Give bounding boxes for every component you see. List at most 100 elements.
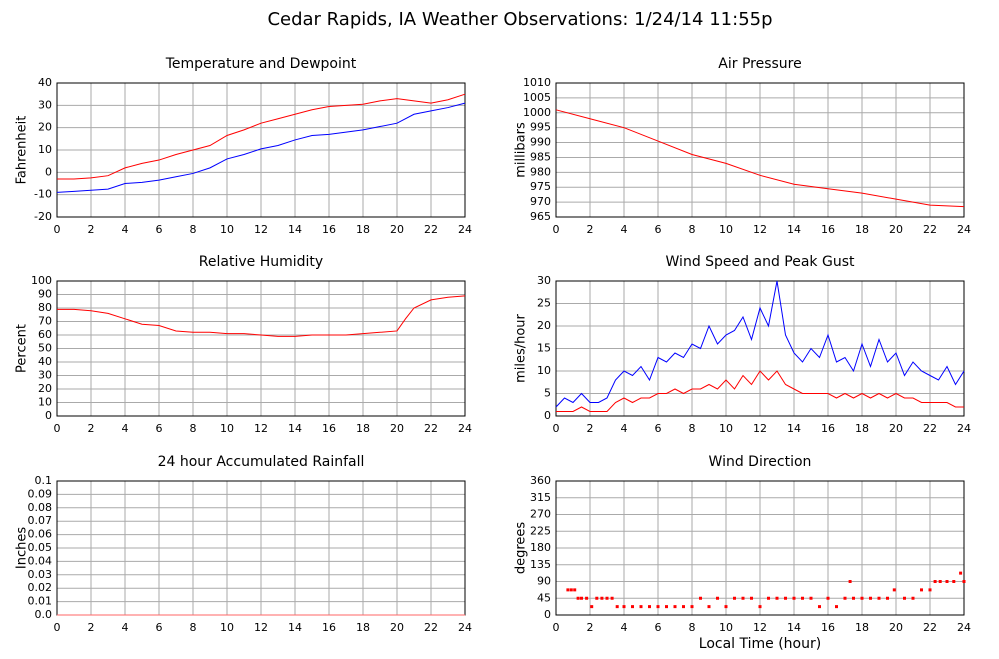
y-tick-label: 90 (38, 288, 52, 301)
y-tick-label: 20 (537, 319, 551, 332)
x-tick-label: 16 (821, 223, 835, 236)
x-tick-label: 2 (587, 422, 594, 435)
y-tick-label: 315 (530, 491, 551, 504)
y-tick-label: 0.05 (28, 541, 53, 554)
data-point (758, 605, 762, 609)
data-point (585, 596, 589, 600)
data-point (826, 596, 830, 600)
x-tick-label: 12 (254, 621, 268, 634)
y-tick-label: 40 (38, 76, 52, 89)
x-tick-label: 8 (689, 223, 696, 236)
y-tick-label: 50 (38, 342, 52, 355)
y-axis-label: Fahrenheit (15, 116, 30, 185)
data-point (576, 596, 580, 600)
y-tick-label: 70 (38, 315, 52, 328)
x-tick-label: 0 (553, 422, 560, 435)
x-tick-label: 8 (689, 422, 696, 435)
x-tick-label: 10 (220, 621, 234, 634)
y-tick-label: 0 (544, 409, 551, 422)
data-point (750, 596, 753, 600)
x-tick-label: 22 (424, 422, 438, 435)
x-tick-label: 12 (254, 223, 268, 236)
x-tick-label: 24 (458, 422, 472, 435)
data-point (610, 596, 614, 600)
data-point (848, 580, 852, 583)
x-tick-label: 4 (621, 422, 628, 435)
data-point (665, 605, 668, 609)
y-tick-label: -20 (34, 210, 52, 223)
data-point (784, 596, 787, 600)
x-tick-label: 14 (787, 223, 801, 236)
y-axis-label: Percent (15, 324, 30, 373)
x-tick-label: 16 (322, 621, 336, 634)
y-tick-label: 990 (530, 136, 551, 149)
x-tick-label: 14 (787, 621, 801, 634)
plot-frame (555, 280, 965, 417)
x-tick-label: 16 (322, 223, 336, 236)
data-point (648, 605, 651, 609)
y-tick-label: 60 (38, 328, 52, 341)
y-tick-label: 270 (530, 508, 551, 521)
y-tick-label: 0.04 (28, 554, 53, 567)
data-point (656, 605, 660, 609)
x-tick-label: 12 (753, 422, 767, 435)
y-tick-label: 90 (537, 575, 551, 588)
data-line (56, 102, 466, 193)
data-point (569, 588, 573, 592)
y-tick-label: 100 (31, 274, 52, 287)
y-tick-label: 1010 (523, 76, 551, 89)
data-point (938, 580, 942, 583)
subplot-title: Temperature and Dewpoint (165, 56, 357, 72)
x-tick-label: 18 (356, 223, 370, 236)
y-tick-label: 1005 (523, 91, 551, 104)
y-tick-label: 5 (544, 387, 551, 400)
x-tick-label: 20 (889, 422, 903, 435)
data-point (775, 596, 779, 600)
data-point (622, 605, 626, 609)
subplot-title: Wind Speed and Peak Gust (666, 254, 855, 270)
y-tick-label: -10 (34, 188, 52, 201)
x-tick-label: 8 (190, 621, 197, 634)
y-tick-label: 975 (530, 180, 551, 193)
data-point (566, 588, 570, 592)
y-tick-label: 30 (38, 369, 52, 382)
x-tick-label: 4 (122, 223, 129, 236)
y-tick-label: 1000 (523, 106, 551, 119)
x-tick-label: 2 (587, 223, 594, 236)
x-tick-label: 12 (753, 223, 767, 236)
y-tick-label: 965 (530, 210, 551, 223)
x-tick-label: 0 (553, 621, 560, 634)
y-tick-label: 0.1 (35, 474, 53, 487)
x-tick-label: 6 (655, 223, 662, 236)
x-tick-label: 4 (122, 621, 129, 634)
y-tick-label: 225 (530, 524, 551, 537)
data-point (892, 588, 896, 592)
y-tick-label: 0 (45, 165, 52, 178)
x-tick-label: 6 (156, 621, 163, 634)
data-point (886, 596, 889, 600)
page-title: Cedar Rapids, IA Weather Observations: 1… (267, 9, 772, 30)
y-tick-label: 0 (45, 409, 52, 422)
data-point (724, 605, 728, 609)
plot-frame (555, 480, 965, 616)
data-point (639, 605, 643, 609)
data-point (792, 596, 796, 600)
data-point (920, 588, 923, 592)
data-point (928, 588, 932, 592)
data-point (835, 605, 838, 609)
x-tick-label: 16 (322, 422, 336, 435)
x-tick-label: 16 (821, 422, 835, 435)
x-tick-label: 2 (88, 223, 95, 236)
x-tick-label: 6 (655, 422, 662, 435)
y-tick-label: 0.07 (28, 514, 53, 527)
y-tick-label: 20 (38, 121, 52, 134)
data-point (843, 596, 847, 600)
y-tick-label: 15 (537, 342, 551, 355)
x-tick-label: 18 (855, 223, 869, 236)
x-tick-label: 22 (923, 621, 937, 634)
y-axis-label: millibars (514, 122, 529, 178)
y-tick-label: 10 (38, 143, 52, 156)
y-axis-label: miles/hour (514, 313, 529, 382)
x-tick-label: 6 (156, 223, 163, 236)
